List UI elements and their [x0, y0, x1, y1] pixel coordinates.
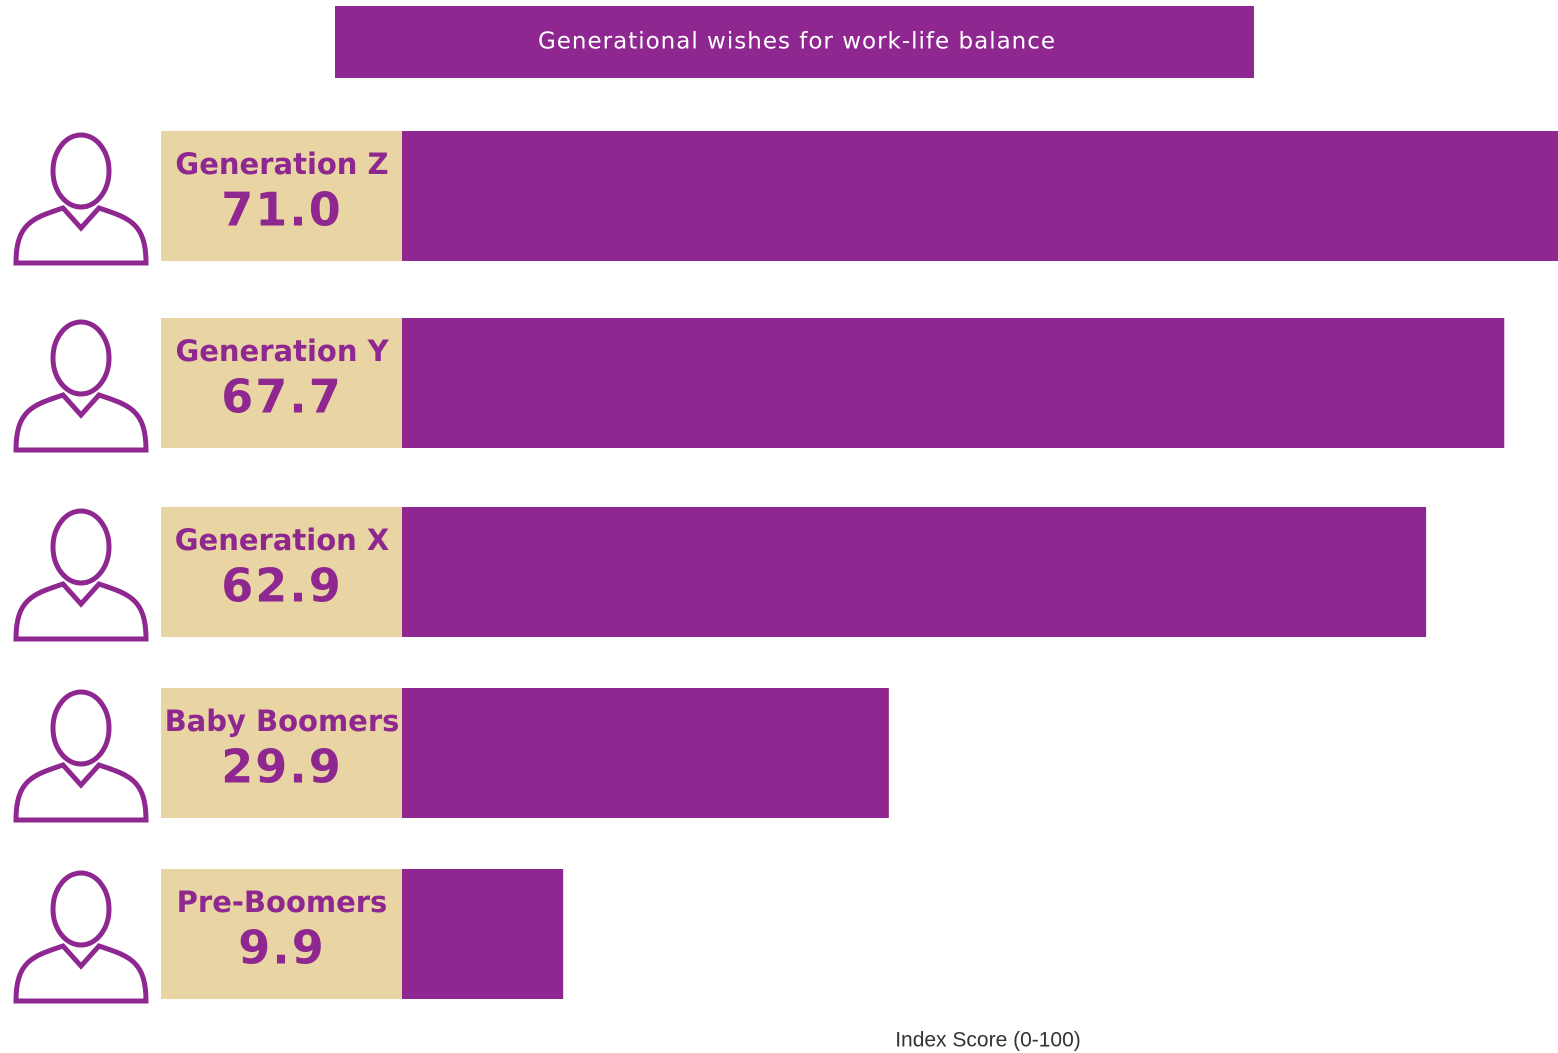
- label-box: [161, 318, 402, 448]
- icon-body: [13, 762, 149, 823]
- icon-head: [50, 319, 112, 397]
- label-box: [161, 869, 402, 999]
- chart-title: Generational wishes for work-life balanc…: [538, 29, 1056, 55]
- icon-body: [13, 943, 149, 1004]
- bar: [402, 131, 1558, 261]
- label-box: [161, 507, 402, 637]
- label-box: [161, 131, 402, 261]
- icon-head: [50, 132, 112, 210]
- category-label: Generation Y: [175, 334, 389, 368]
- category-label: Generation Z: [175, 147, 388, 181]
- icon-body: [13, 205, 149, 266]
- title-box: [335, 6, 1254, 78]
- value-label: 71.0: [221, 183, 343, 237]
- x-axis-label: Index Score (0-100): [895, 1029, 1081, 1052]
- category-label: Pre-Boomers: [177, 885, 388, 919]
- value-label: 29.9: [221, 740, 343, 794]
- person-icon: [13, 689, 149, 823]
- icon-head: [50, 508, 112, 586]
- value-label: 9.9: [238, 921, 326, 975]
- icon-body: [13, 392, 149, 453]
- bar: [402, 869, 564, 999]
- person-icon: [13, 319, 149, 453]
- icon-body: [13, 581, 149, 642]
- icon-head: [50, 870, 112, 948]
- person-icon: [13, 132, 149, 266]
- bar: [402, 507, 1427, 637]
- bar: [402, 688, 889, 818]
- value-label: 67.7: [221, 370, 343, 424]
- value-label: 62.9: [221, 559, 343, 613]
- category-label: Generation X: [175, 523, 389, 557]
- bar: [402, 318, 1505, 448]
- person-icon: [13, 508, 149, 642]
- icon-head: [50, 689, 112, 767]
- category-label: Baby Boomers: [165, 704, 400, 738]
- label-box: [161, 688, 402, 818]
- person-icon: [13, 870, 149, 1004]
